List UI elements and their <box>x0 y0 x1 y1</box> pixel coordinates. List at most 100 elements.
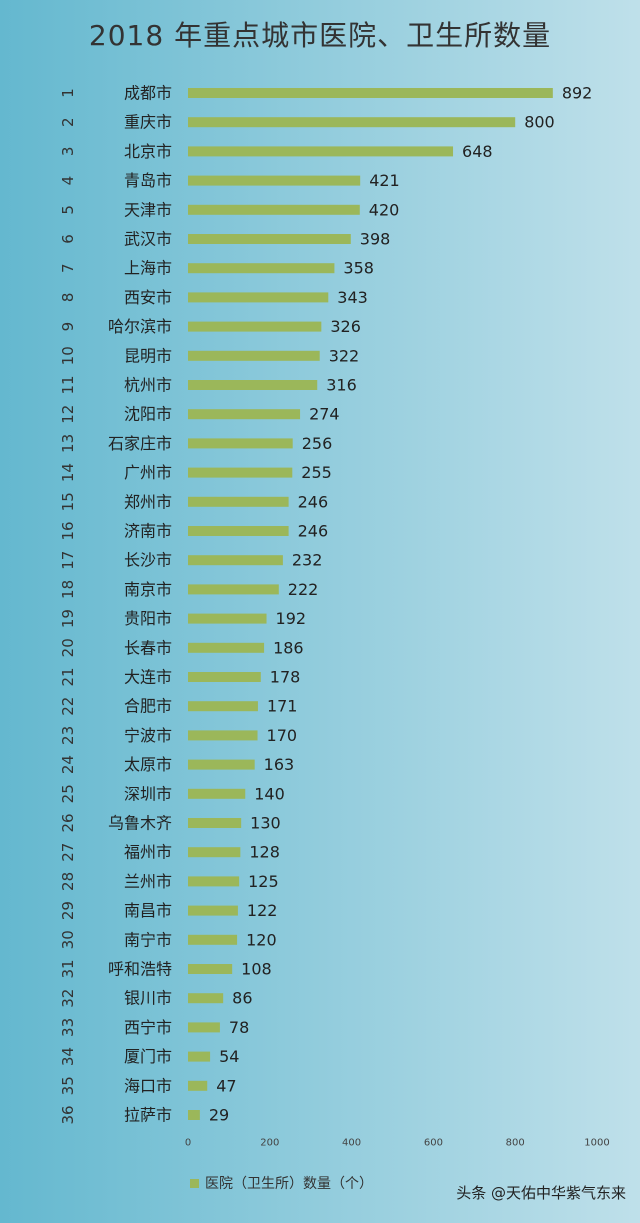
bar <box>188 993 224 1004</box>
bar <box>188 175 361 186</box>
value-label: 648 <box>462 142 493 161</box>
rank-label: 11 <box>59 375 77 394</box>
rank-label: 17 <box>59 551 77 570</box>
category-label: 青岛市 <box>124 171 172 190</box>
rank-label: 13 <box>59 434 77 453</box>
value-label: 232 <box>292 551 323 570</box>
value-label: 78 <box>229 1018 249 1037</box>
category-label: 厦门市 <box>124 1047 172 1066</box>
legend: 医院（卫生所）数量（个） <box>190 1173 373 1193</box>
rank-label: 29 <box>59 901 77 920</box>
value-label: 256 <box>302 434 333 453</box>
bar <box>188 934 238 945</box>
bar <box>188 1022 220 1033</box>
rank-label: 34 <box>59 1047 77 1066</box>
category-label: 呼和浩特 <box>108 960 172 979</box>
x-tick-label: 1000 <box>584 1138 609 1149</box>
rank-label: 26 <box>59 813 77 832</box>
value-label: 125 <box>248 872 279 891</box>
value-label: 343 <box>337 288 368 307</box>
category-label: 沈阳市 <box>124 405 172 424</box>
category-label: 兰州市 <box>124 872 172 891</box>
value-label: 108 <box>241 960 272 979</box>
category-label: 银川市 <box>124 989 172 1008</box>
category-label: 上海市 <box>124 259 172 278</box>
category-label: 南京市 <box>124 580 172 599</box>
bar <box>188 555 283 566</box>
rank-label: 6 <box>59 234 77 244</box>
category-label: 拉萨市 <box>124 1106 172 1125</box>
bar <box>188 263 335 274</box>
bar <box>188 321 322 332</box>
bar <box>188 613 267 624</box>
rank-label: 16 <box>59 521 77 540</box>
x-tick-label: 200 <box>260 1138 279 1149</box>
rank-label: 25 <box>59 784 77 803</box>
bar <box>188 1051 211 1062</box>
rank-label: 14 <box>59 463 77 482</box>
watermark: 头条 @天佑中华紫气东来 <box>456 1184 626 1202</box>
rank-label: 3 <box>59 147 77 157</box>
bar <box>188 234 351 244</box>
legend-swatch <box>190 1178 199 1188</box>
bar <box>188 526 289 536</box>
bar <box>188 438 293 449</box>
rank-label: 1 <box>59 88 77 98</box>
category-label: 西安市 <box>124 288 172 307</box>
category-label: 广州市 <box>124 463 172 482</box>
category-label: 重庆市 <box>124 113 172 132</box>
value-label: 421 <box>369 171 400 190</box>
category-label: 海口市 <box>124 1076 172 1095</box>
bar <box>188 964 233 974</box>
bar <box>188 584 279 595</box>
value-label: 178 <box>270 668 301 687</box>
category-label: 西宁市 <box>124 1018 172 1037</box>
x-tick-label: 600 <box>424 1138 443 1149</box>
value-label: 322 <box>329 346 360 365</box>
value-label: 122 <box>247 901 278 920</box>
bar <box>188 350 320 361</box>
category-label: 南昌市 <box>124 901 172 920</box>
category-label: 乌鲁木齐 <box>108 814 172 833</box>
bar <box>188 1110 200 1120</box>
rank-label: 8 <box>59 293 77 303</box>
rank-label: 18 <box>59 580 77 599</box>
bar <box>188 818 242 828</box>
value-label: 170 <box>267 726 298 745</box>
bar <box>188 876 240 887</box>
rank-label: 32 <box>59 989 77 1008</box>
rank-label: 12 <box>59 405 77 424</box>
legend-label: 医院（卫生所）数量（个） <box>205 1176 373 1192</box>
value-label: 246 <box>298 522 329 541</box>
bar <box>188 409 301 420</box>
value-label: 246 <box>298 492 329 511</box>
rank-label: 24 <box>59 755 77 774</box>
bar <box>188 117 516 128</box>
category-label: 贵阳市 <box>124 609 172 628</box>
value-label: 800 <box>524 113 555 132</box>
category-label: 深圳市 <box>124 784 172 803</box>
category-label: 郑州市 <box>124 492 172 511</box>
rank-label: 31 <box>59 959 77 978</box>
value-label: 130 <box>250 814 281 833</box>
value-label: 163 <box>264 755 295 774</box>
rank-label: 36 <box>59 1105 77 1124</box>
bar <box>188 642 265 653</box>
category-label: 成都市 <box>124 84 172 103</box>
value-label: 316 <box>326 376 357 395</box>
rank-label: 23 <box>59 726 77 745</box>
value-label: 420 <box>369 200 400 219</box>
category-label: 合肥市 <box>124 697 172 716</box>
bar <box>188 701 258 712</box>
rank-label: 28 <box>59 872 77 891</box>
category-label: 宁波市 <box>124 726 172 745</box>
value-label: 192 <box>276 609 307 628</box>
category-label: 杭州市 <box>124 376 172 395</box>
value-label: 128 <box>249 843 280 862</box>
bar <box>188 847 241 858</box>
rank-label: 30 <box>59 930 77 949</box>
category-label: 南宁市 <box>124 930 172 949</box>
value-label: 358 <box>343 259 374 278</box>
rank-label: 5 <box>59 205 77 215</box>
